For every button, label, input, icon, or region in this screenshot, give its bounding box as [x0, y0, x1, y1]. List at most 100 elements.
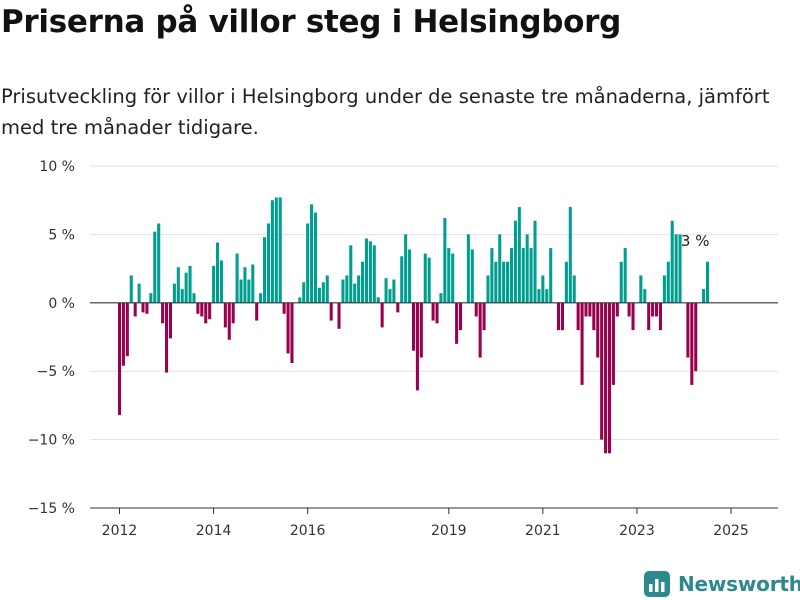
bar — [161, 302, 165, 324]
bar — [705, 261, 710, 303]
bar — [165, 302, 169, 373]
bar — [525, 234, 529, 303]
bar — [415, 302, 419, 391]
bar — [384, 278, 388, 303]
bar — [611, 302, 615, 385]
bar — [451, 253, 455, 303]
bar — [670, 220, 674, 303]
x-tick-label: 2016 — [290, 523, 326, 539]
y-tick-label: −5 % — [37, 364, 75, 380]
bar — [196, 302, 200, 314]
brand-logo: Newsworthy — [644, 569, 800, 599]
bar — [282, 302, 286, 314]
bar — [388, 289, 392, 303]
bar — [490, 248, 494, 303]
bar — [568, 207, 572, 303]
bar — [541, 275, 545, 303]
bar — [651, 302, 655, 317]
x-tick-label: 2012 — [102, 523, 138, 539]
bar — [290, 302, 294, 363]
y-tick-label: −10 % — [28, 433, 75, 449]
page-title: Priserna på villor steg i Helsingborg — [1, 4, 622, 40]
bar — [564, 261, 568, 303]
bar — [478, 302, 482, 358]
bar — [200, 302, 204, 317]
bar — [411, 302, 416, 351]
bar — [396, 302, 400, 313]
bar — [353, 283, 357, 303]
bar — [600, 302, 604, 440]
bar — [329, 302, 333, 321]
x-tick-label: 2023 — [619, 523, 655, 539]
bar — [306, 223, 310, 303]
bar — [537, 289, 541, 303]
y-axis: 10 % 5 % 0 % −5 % −10 % −15 % — [28, 159, 75, 517]
bar — [368, 241, 372, 303]
bar — [690, 302, 694, 385]
bar — [345, 275, 349, 303]
bar — [557, 302, 561, 331]
bar — [172, 283, 176, 303]
bar — [482, 302, 486, 331]
bar — [517, 207, 521, 303]
bar — [623, 248, 627, 303]
bar — [592, 302, 596, 331]
bar — [145, 302, 149, 314]
bar — [404, 234, 408, 303]
y-tick-label: 10 % — [39, 159, 75, 175]
bar — [498, 234, 502, 303]
bar — [631, 302, 635, 331]
grid-lines — [90, 165, 778, 509]
bar — [310, 204, 314, 303]
bar — [215, 242, 220, 303]
bar — [466, 234, 470, 303]
bar — [133, 302, 137, 317]
y-tick-label: 0 % — [48, 296, 75, 312]
bar — [325, 275, 329, 303]
bar — [596, 302, 600, 358]
bar — [137, 283, 141, 303]
bar — [376, 297, 380, 303]
bar — [286, 302, 290, 354]
bar — [658, 302, 662, 331]
bar — [427, 257, 431, 303]
bar — [502, 261, 506, 303]
bar — [251, 264, 255, 303]
bar — [125, 302, 129, 357]
bars — [117, 197, 710, 454]
bar — [380, 302, 384, 328]
bar — [506, 261, 510, 303]
bar — [231, 302, 235, 324]
bar — [223, 302, 227, 328]
bar — [212, 265, 216, 303]
bar — [584, 302, 588, 317]
bar — [153, 231, 157, 303]
bar — [400, 256, 404, 303]
bar — [188, 265, 192, 303]
bar — [560, 302, 564, 331]
bar — [604, 302, 608, 454]
bar — [176, 267, 180, 303]
bar — [117, 302, 122, 415]
bar — [278, 197, 282, 303]
bar — [274, 197, 278, 303]
bar — [364, 238, 368, 303]
bar — [192, 293, 196, 303]
x-axis: 2012 2014 2016 2019 2021 2023 2025 — [90, 507, 778, 539]
bar — [647, 302, 651, 331]
bar — [321, 282, 325, 303]
bar — [239, 279, 243, 303]
bar — [545, 289, 549, 303]
bar — [694, 302, 698, 372]
chart-logo-icon — [644, 571, 670, 597]
bar — [580, 302, 584, 385]
bar — [607, 302, 612, 454]
bar — [298, 297, 302, 303]
y-tick-label: 5 % — [48, 227, 75, 243]
x-tick-label: 2019 — [431, 523, 467, 539]
bar — [141, 302, 145, 313]
bar — [263, 237, 267, 303]
bar — [121, 302, 125, 366]
bar — [447, 248, 451, 303]
bar — [247, 279, 251, 303]
